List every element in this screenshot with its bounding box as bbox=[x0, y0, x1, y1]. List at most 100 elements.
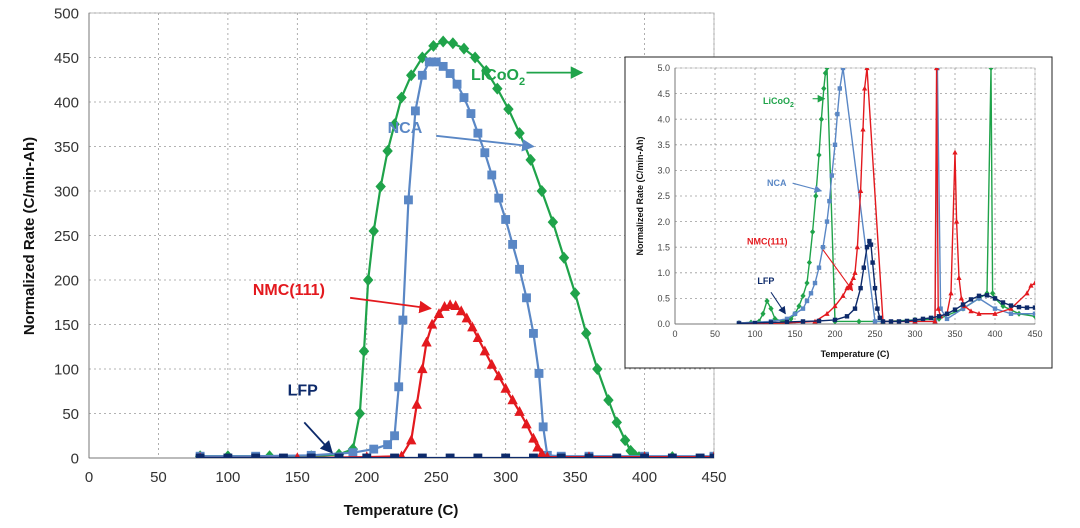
main-data-point-nmc111 bbox=[500, 382, 511, 393]
inset-data-point-lfp bbox=[736, 321, 742, 324]
inset-data-point-lfp bbox=[858, 285, 863, 291]
main-data-point-licoo2 bbox=[437, 35, 449, 48]
main-data-point-nmc111 bbox=[421, 336, 432, 347]
inset-data-point-lfp bbox=[872, 285, 878, 291]
main-data-point-licoo2 bbox=[592, 363, 603, 375]
inset-y-tick-label: 3.5 bbox=[657, 140, 670, 150]
inset-data-point-lfp bbox=[844, 314, 850, 319]
inset-y-tick-label: 0.5 bbox=[657, 294, 670, 304]
main-data-point-licoo2 bbox=[469, 51, 481, 64]
main-data-point-nca bbox=[508, 239, 518, 249]
main-data-point-licoo2 bbox=[368, 225, 379, 238]
main-data-point-nmc111 bbox=[461, 312, 472, 323]
inset-data-point-lfp bbox=[768, 320, 774, 324]
inset-axes bbox=[674, 68, 1035, 325]
main-data-point-nca bbox=[534, 369, 544, 378]
inset-data-point-lfp bbox=[1008, 303, 1014, 308]
main-data-point-nca bbox=[348, 448, 358, 458]
main-data-point-lfp bbox=[362, 453, 372, 458]
inset-data-point-lfp bbox=[864, 244, 870, 250]
inset-x-tick-label: 150 bbox=[787, 329, 802, 339]
main-y-tick-label: 200 bbox=[54, 272, 79, 289]
inset-data-point-lfp bbox=[816, 318, 822, 324]
inset-x-tick-label: 400 bbox=[987, 329, 1002, 339]
main-data-point-licoo2 bbox=[503, 103, 514, 116]
main-data-point-lfp bbox=[390, 453, 399, 458]
inset-chart: 0.0 0.5 1.0 1.5 2.0 2.5 3.0 3.5 4.0 4.5 … bbox=[624, 56, 1053, 369]
main-data-point-nmc111 bbox=[450, 300, 461, 310]
main-data-point-nca bbox=[417, 70, 427, 80]
main-x-tick-labels: 0 50 100 150 200 250 300 350 400 450 bbox=[85, 469, 727, 486]
inset-data-point-nmc111 bbox=[992, 310, 998, 316]
inset-y-tick-label: 3.0 bbox=[657, 166, 670, 176]
inset-data-point-nca bbox=[938, 306, 943, 311]
inset-x-tick-label: 350 bbox=[947, 329, 962, 339]
inset-data-point-nmc111 bbox=[968, 308, 974, 314]
inset-y-tick-label: 5.0 bbox=[657, 63, 670, 73]
inset-data-point-lfp bbox=[992, 296, 998, 301]
main-data-point-nmc111 bbox=[532, 441, 543, 452]
inset-data-point-lfp bbox=[868, 242, 874, 247]
inset-data-point-lfp bbox=[960, 302, 966, 307]
main-data-point-licoo2 bbox=[581, 327, 592, 340]
inset-data-point-nca bbox=[824, 219, 830, 224]
main-data-point-nca bbox=[431, 57, 441, 67]
main-series-layer bbox=[194, 35, 714, 458]
main-y-tick-label: 100 bbox=[54, 361, 79, 378]
main-data-point-nca bbox=[522, 293, 531, 303]
inset-y-axis-title: Normalized Rate (C/min-Ah) bbox=[635, 136, 645, 255]
main-data-point-lfp bbox=[251, 453, 261, 458]
inset-data-point-lfp bbox=[952, 307, 958, 312]
main-data-point-licoo2 bbox=[362, 274, 374, 286]
inset-y-tick-label: 0.0 bbox=[657, 319, 670, 329]
main-data-point-licoo2 bbox=[569, 287, 581, 300]
inset-data-point-lfp bbox=[904, 318, 910, 324]
main-annotation-licoo2-base: LiCoO bbox=[471, 67, 519, 84]
inset-data-point-lfp bbox=[875, 306, 880, 311]
inset-data-point-lfp bbox=[1000, 300, 1006, 305]
inset-annotation-licoo2-base: LiCoO bbox=[763, 96, 790, 106]
inset-data-point-lfp bbox=[852, 306, 858, 311]
inset-data-point-licoo2 bbox=[988, 68, 994, 71]
inset-annotation-arrow-nca bbox=[792, 182, 823, 193]
inset-data-point-nmc111 bbox=[934, 68, 940, 71]
inset-data-point-nca bbox=[816, 265, 822, 270]
inset-data-point-nca bbox=[992, 306, 998, 311]
main-x-tick-label: 50 bbox=[150, 469, 167, 486]
inset-data-point-lfp bbox=[880, 319, 886, 324]
main-x-tick-label: 350 bbox=[563, 469, 588, 486]
main-y-axis-title: Normalized Rate (C/min-Ah) bbox=[21, 137, 38, 335]
inset-data-point-licoo2 bbox=[824, 68, 830, 71]
main-data-point-nca bbox=[398, 315, 408, 325]
inset-data-point-nmc111 bbox=[948, 290, 954, 296]
main-data-point-licoo2 bbox=[428, 39, 439, 52]
main-annotations: LiCoO2 NCA NMC(111) LFP bbox=[253, 66, 584, 454]
main-data-point-nca bbox=[369, 444, 379, 454]
inset-data-point-licoo2 bbox=[804, 280, 810, 287]
main-y-tick-label: 250 bbox=[54, 228, 79, 245]
main-data-point-lfp bbox=[417, 453, 427, 458]
inset-data-point-lfp bbox=[912, 317, 918, 323]
main-data-point-licoo2 bbox=[458, 42, 470, 55]
inset-x-axis-title: Temperature (C) bbox=[821, 349, 890, 359]
main-data-point-nca bbox=[473, 128, 483, 138]
inset-series-line-nca bbox=[738, 68, 1035, 324]
inset-data-point-licoo2 bbox=[800, 292, 806, 299]
main-data-point-nca bbox=[404, 195, 413, 205]
main-data-point-nca bbox=[494, 193, 504, 203]
inset-data-point-nmc111 bbox=[976, 310, 982, 316]
inset-data-point-lfp bbox=[800, 319, 806, 324]
main-data-point-lfp bbox=[612, 453, 622, 458]
inset-data-point-nca bbox=[840, 68, 846, 71]
inset-data-point-licoo2 bbox=[806, 259, 812, 266]
inset-data-point-lfp bbox=[861, 265, 867, 270]
main-y-tick-label: 400 bbox=[54, 94, 79, 111]
main-data-point-licoo2 bbox=[481, 64, 492, 77]
inset-data-point-lfp bbox=[944, 311, 950, 316]
main-data-point-licoo2 bbox=[389, 118, 400, 131]
inset-x-tick-label: 300 bbox=[907, 329, 922, 339]
main-data-point-nmc111 bbox=[536, 447, 547, 458]
main-data-point-licoo2 bbox=[547, 216, 559, 229]
inset-data-point-nca bbox=[1008, 311, 1014, 316]
inset-data-point-nca bbox=[837, 86, 843, 91]
